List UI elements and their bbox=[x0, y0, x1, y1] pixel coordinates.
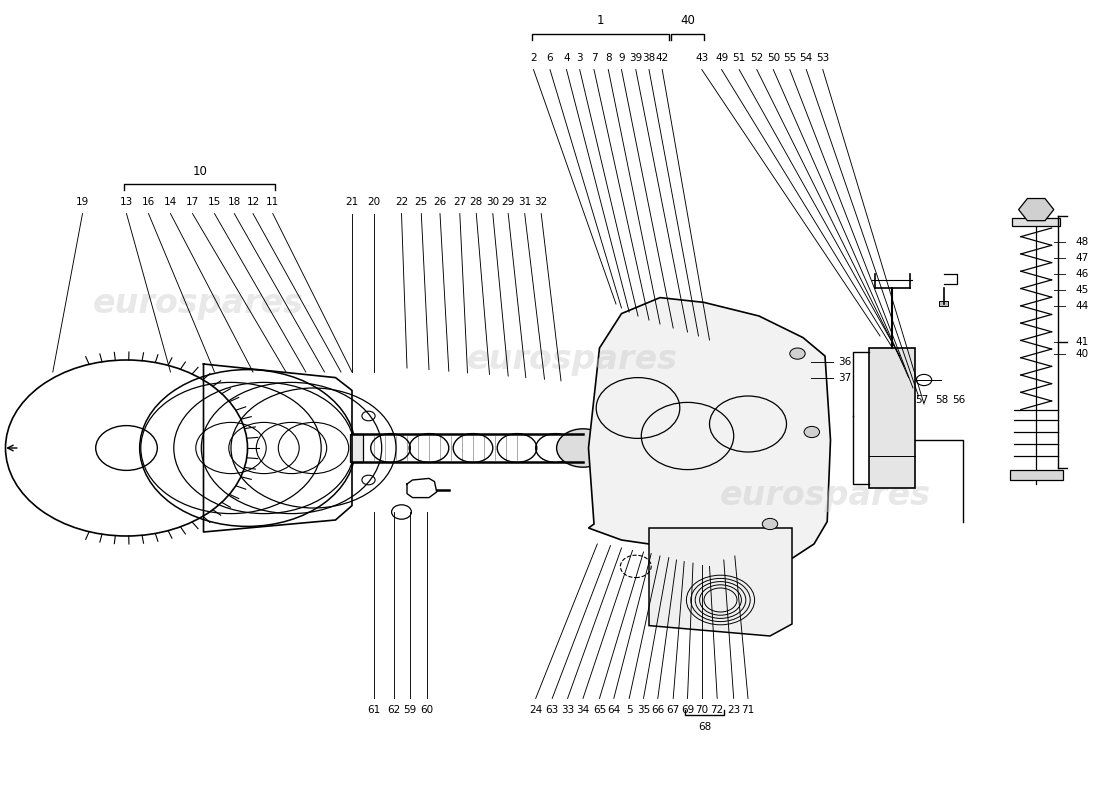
Text: 40: 40 bbox=[1076, 349, 1089, 358]
Text: 9: 9 bbox=[618, 53, 625, 62]
Text: 30: 30 bbox=[486, 197, 499, 206]
Text: 42: 42 bbox=[656, 53, 669, 62]
Text: eurospares: eurospares bbox=[466, 343, 678, 377]
Text: 32: 32 bbox=[535, 197, 548, 206]
Circle shape bbox=[804, 426, 820, 438]
Text: 61: 61 bbox=[367, 706, 381, 715]
Text: 45: 45 bbox=[1076, 285, 1089, 294]
Text: 17: 17 bbox=[186, 197, 199, 206]
Circle shape bbox=[762, 518, 778, 530]
Text: 3: 3 bbox=[576, 53, 583, 62]
Text: 12: 12 bbox=[246, 197, 260, 206]
Polygon shape bbox=[1010, 470, 1063, 480]
Text: 20: 20 bbox=[367, 197, 381, 206]
Text: 52: 52 bbox=[750, 53, 763, 62]
Text: 56: 56 bbox=[953, 395, 966, 405]
Text: 66: 66 bbox=[651, 706, 664, 715]
Text: 29: 29 bbox=[502, 197, 515, 206]
Text: 59: 59 bbox=[404, 706, 417, 715]
Text: 13: 13 bbox=[120, 197, 133, 206]
Text: 33: 33 bbox=[561, 706, 574, 715]
Polygon shape bbox=[649, 528, 792, 636]
Text: 25: 25 bbox=[415, 197, 428, 206]
Text: 40: 40 bbox=[680, 14, 695, 27]
Polygon shape bbox=[1019, 198, 1054, 221]
Text: 41: 41 bbox=[1076, 338, 1089, 347]
Text: 71: 71 bbox=[741, 706, 755, 715]
Text: 5: 5 bbox=[626, 706, 632, 715]
Bar bbox=[869, 348, 915, 488]
Text: 39: 39 bbox=[629, 53, 642, 62]
Bar bbox=[939, 301, 948, 306]
Text: 49: 49 bbox=[715, 53, 728, 62]
Polygon shape bbox=[588, 298, 830, 564]
Text: 8: 8 bbox=[605, 53, 612, 62]
Text: 15: 15 bbox=[208, 197, 221, 206]
Text: 2: 2 bbox=[530, 53, 537, 62]
Text: 55: 55 bbox=[783, 53, 796, 62]
Text: 46: 46 bbox=[1076, 269, 1089, 278]
Text: 68: 68 bbox=[697, 722, 712, 731]
Text: 65: 65 bbox=[593, 706, 606, 715]
Text: 28: 28 bbox=[470, 197, 483, 206]
Text: 21: 21 bbox=[345, 197, 359, 206]
Text: 54: 54 bbox=[800, 53, 813, 62]
Text: 48: 48 bbox=[1076, 237, 1089, 246]
Text: 23: 23 bbox=[727, 706, 740, 715]
Circle shape bbox=[790, 348, 805, 359]
Text: 70: 70 bbox=[695, 706, 708, 715]
Polygon shape bbox=[1012, 218, 1060, 226]
Text: 50: 50 bbox=[767, 53, 780, 62]
Text: 4: 4 bbox=[563, 53, 570, 62]
Text: 38: 38 bbox=[642, 53, 656, 62]
Text: 24: 24 bbox=[529, 706, 542, 715]
Text: 43: 43 bbox=[695, 53, 708, 62]
Text: 34: 34 bbox=[576, 706, 590, 715]
Text: 18: 18 bbox=[228, 197, 241, 206]
Text: 22: 22 bbox=[395, 197, 408, 206]
Text: 35: 35 bbox=[637, 706, 650, 715]
Text: 69: 69 bbox=[681, 706, 694, 715]
Text: 63: 63 bbox=[546, 706, 559, 715]
Text: 10: 10 bbox=[192, 165, 207, 178]
Text: 64: 64 bbox=[607, 706, 620, 715]
Text: 67: 67 bbox=[667, 706, 680, 715]
Text: 31: 31 bbox=[518, 197, 531, 206]
Text: 62: 62 bbox=[387, 706, 400, 715]
Text: 58: 58 bbox=[935, 395, 948, 405]
Circle shape bbox=[557, 429, 609, 467]
Bar bbox=[350, 434, 363, 462]
Text: 72: 72 bbox=[711, 706, 724, 715]
Text: 26: 26 bbox=[433, 197, 447, 206]
Text: 7: 7 bbox=[591, 53, 597, 62]
Text: 1: 1 bbox=[597, 14, 604, 27]
Text: 47: 47 bbox=[1076, 253, 1089, 262]
Text: 37: 37 bbox=[838, 373, 851, 382]
Text: eurospares: eurospares bbox=[719, 479, 931, 513]
Text: 14: 14 bbox=[164, 197, 177, 206]
Text: 53: 53 bbox=[816, 53, 829, 62]
Text: 44: 44 bbox=[1076, 301, 1089, 310]
Text: 16: 16 bbox=[142, 197, 155, 206]
Text: 27: 27 bbox=[453, 197, 466, 206]
Text: 11: 11 bbox=[266, 197, 279, 206]
Text: 19: 19 bbox=[76, 197, 89, 206]
Text: 51: 51 bbox=[733, 53, 746, 62]
Text: 57: 57 bbox=[915, 395, 928, 405]
Text: eurospares: eurospares bbox=[92, 287, 304, 321]
Text: 6: 6 bbox=[547, 53, 553, 62]
Text: 60: 60 bbox=[420, 706, 433, 715]
Text: 36: 36 bbox=[838, 357, 851, 366]
